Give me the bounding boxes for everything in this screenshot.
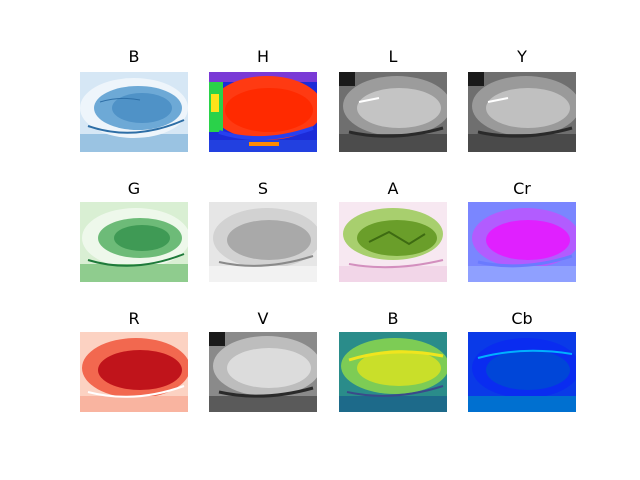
panel-title-cr: Cr	[513, 179, 531, 198]
panel-title-b: B	[128, 47, 140, 66]
panel-title-b-2: B	[387, 309, 399, 328]
channel-image-cr	[468, 202, 576, 282]
channel-image-r	[80, 332, 188, 412]
panel-title-l: L	[388, 47, 398, 66]
channel-image-a	[339, 202, 447, 282]
panel-title-s: S	[257, 179, 269, 198]
channel-image-cb	[468, 332, 576, 412]
panel-title-a: A	[387, 179, 399, 198]
panel-title-h: H	[256, 47, 270, 66]
channel-image-v	[209, 332, 317, 412]
channel-image-b-viridis	[339, 332, 447, 412]
panel-title-r: R	[128, 309, 140, 328]
channel-image-g	[80, 202, 188, 282]
channel-image-h	[209, 72, 317, 152]
channel-image-l	[339, 72, 447, 152]
channel-image-s	[209, 202, 317, 282]
panel-title-v: V	[257, 309, 269, 328]
panel-title-cb: Cb	[511, 309, 533, 328]
channel-image-b	[80, 72, 188, 152]
panel-title-y: Y	[517, 47, 527, 66]
panel-title-g: G	[127, 179, 141, 198]
channel-image-y	[468, 72, 576, 152]
